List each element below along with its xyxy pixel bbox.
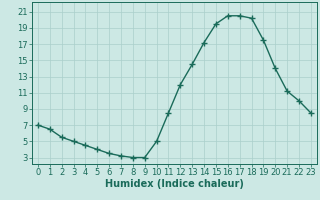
X-axis label: Humidex (Indice chaleur): Humidex (Indice chaleur) [105,179,244,189]
